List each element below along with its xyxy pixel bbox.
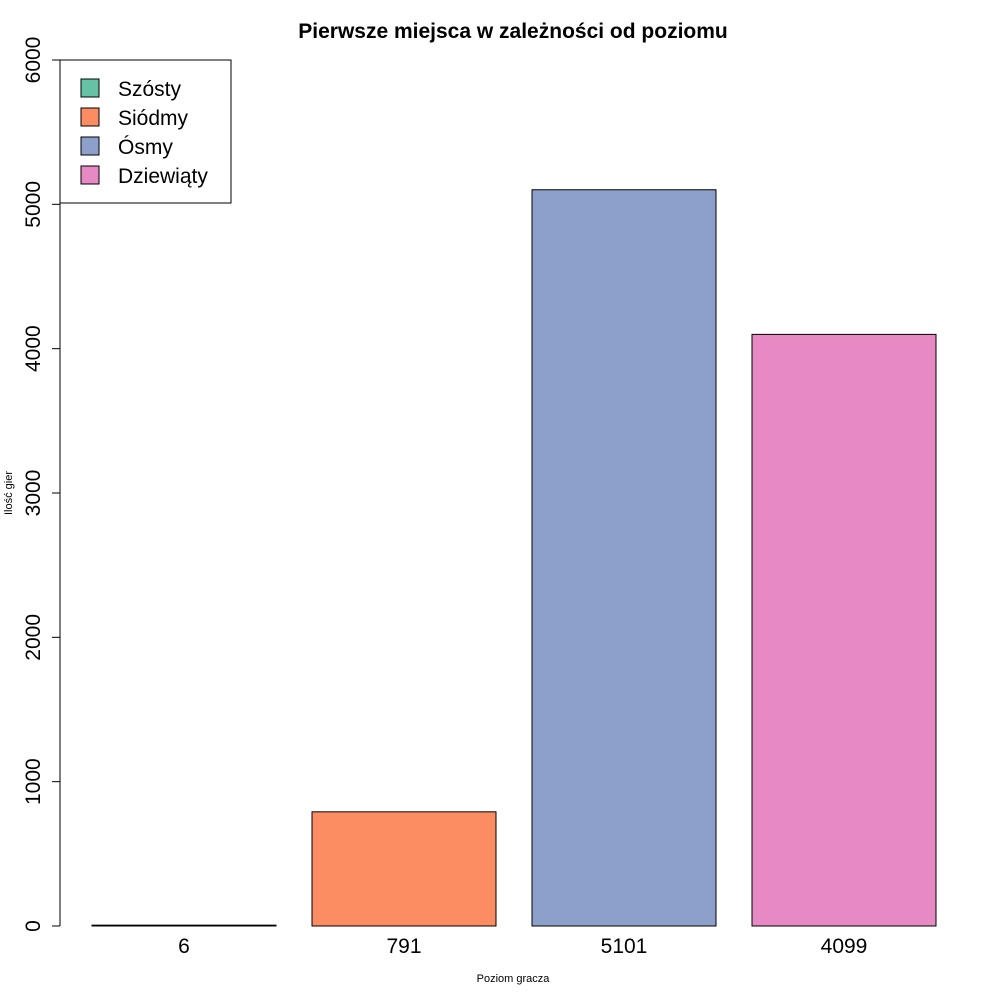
legend-swatch (80, 136, 100, 156)
y-tick-label: 2000 (22, 614, 45, 661)
y-tick-label: 0 (22, 920, 45, 932)
bar-6 (91, 924, 277, 927)
bars (91, 189, 937, 927)
chart-title: Pierwsze miejsca w zależności od poziomu (298, 20, 727, 43)
x-tick-label: 4099 (821, 935, 868, 958)
y-tick-label: 4000 (22, 325, 45, 372)
bar-4099 (751, 333, 937, 927)
x-tick-label: 791 (386, 935, 421, 958)
legend-entry: Dziewiąty (118, 165, 208, 188)
legend: Szósty Siódmy Ósmy Dziewiąty (59, 59, 232, 204)
x-tick-label: 5101 (601, 935, 648, 958)
bar-5101 (531, 189, 717, 927)
legend-swatch (80, 107, 100, 127)
x-axis-label: Poziom gracza (477, 973, 551, 985)
y-tick-label: 3000 (22, 470, 45, 517)
legend-swatch (80, 165, 100, 185)
legend-swatch (80, 78, 100, 98)
legend-entry: Siódmy (118, 107, 189, 130)
y-tick-label: 6000 (22, 37, 45, 84)
x-tick-labels: 6 791 5101 4099 (178, 935, 867, 958)
y-tick-label: 1000 (22, 758, 45, 805)
y-tick-label: 5000 (22, 181, 45, 228)
y-axis: 0 1000 2000 3000 4000 5000 6000 (22, 37, 61, 932)
legend-entry: Szósty (118, 78, 182, 101)
bar-791 (311, 811, 497, 927)
y-axis-label: Ilość gier (3, 471, 15, 515)
legend-entry: Ósmy (118, 136, 173, 159)
x-tick-label: 6 (178, 935, 190, 958)
